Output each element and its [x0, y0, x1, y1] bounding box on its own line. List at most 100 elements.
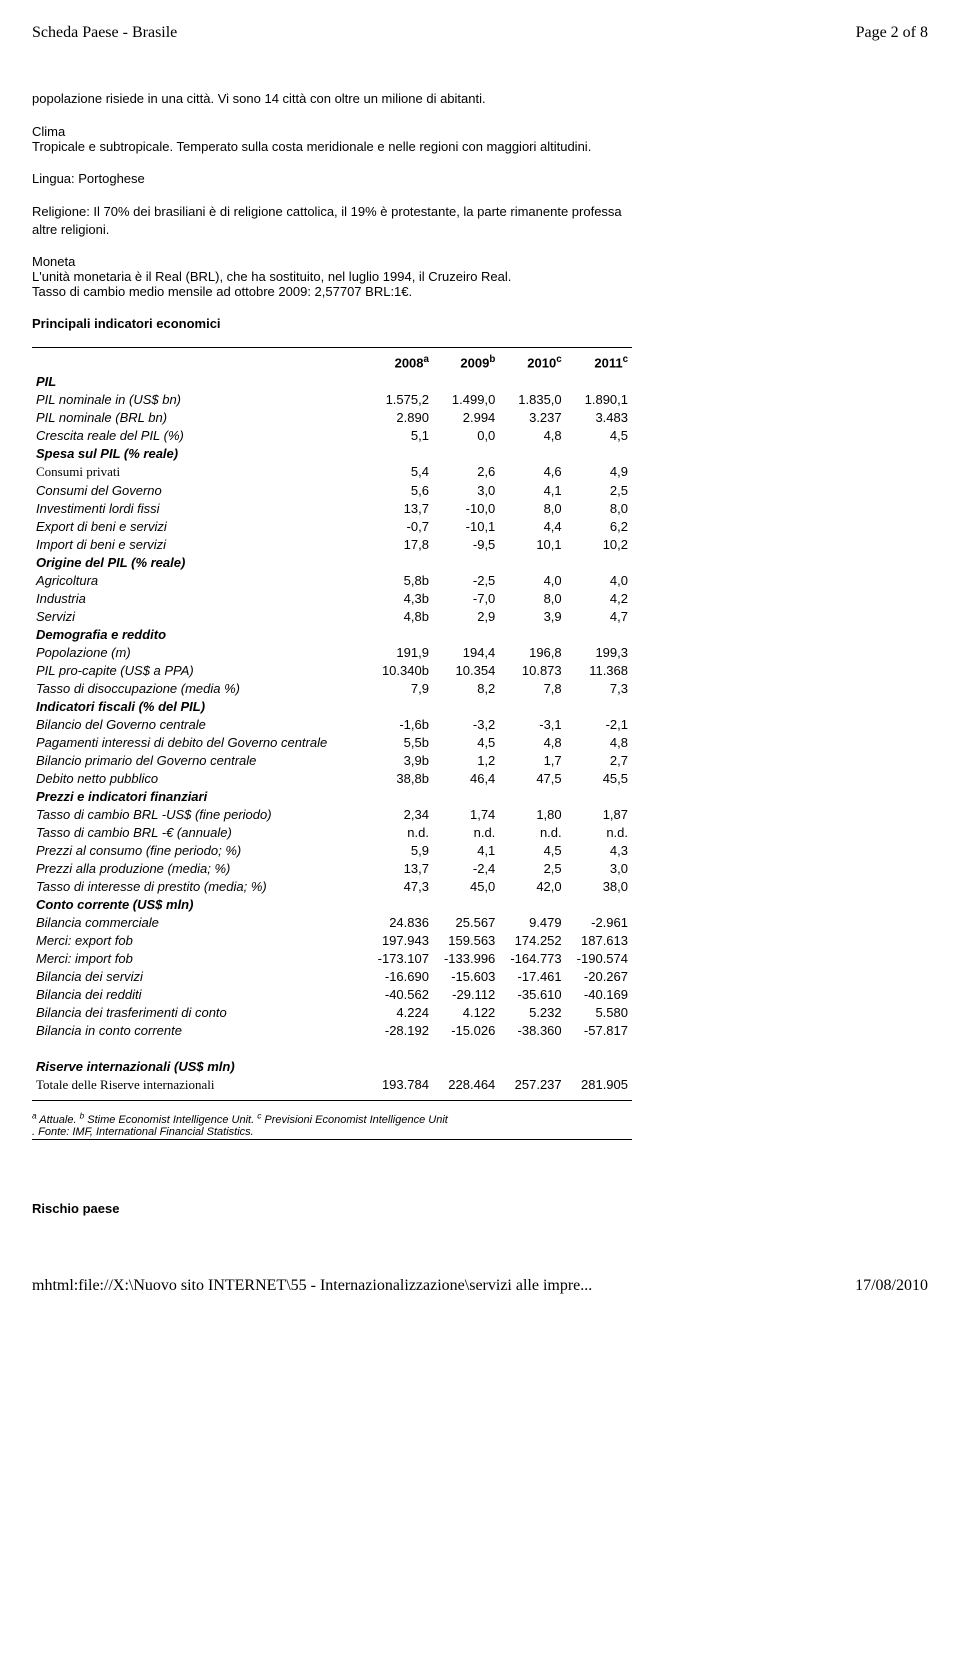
row-value: 4,2 — [566, 589, 632, 607]
table-row: Consumi del Governo5,63,04,12,5 — [32, 481, 632, 499]
table-row: Prezzi alla produzione (media; %)13,7-2,… — [32, 859, 632, 877]
row-value: 17,8 — [367, 535, 433, 553]
row-value: 7,9 — [367, 679, 433, 697]
row-label: Bilancio primario del Governo centrale — [32, 751, 367, 769]
row-value: 2,6 — [433, 462, 499, 481]
table-row: Investimenti lordi fissi13,7-10,08,08,0 — [32, 499, 632, 517]
row-value: 4,7 — [566, 607, 632, 625]
row-value: 5,8b — [367, 571, 433, 589]
row-value: -17.461 — [499, 967, 565, 985]
row-value: 45,0 — [433, 877, 499, 895]
row-value: 10,1 — [499, 535, 565, 553]
col-2009: 2009b — [433, 352, 499, 372]
row-label: Prezzi e indicatori finanziari — [32, 787, 367, 805]
row-value: 4,5 — [566, 426, 632, 444]
row-value: 8,0 — [499, 589, 565, 607]
row-value: 45,5 — [566, 769, 632, 787]
row-label: PIL — [32, 372, 367, 390]
page-footer: mhtml:file://X:\Nuovo sito INTERNET\55 -… — [32, 1277, 928, 1295]
row-value: -190.574 — [566, 949, 632, 967]
table-row: PIL — [32, 372, 632, 390]
row-value: -7,0 — [433, 589, 499, 607]
row-label: Bilancia dei servizi — [32, 967, 367, 985]
row-value: 5,4 — [367, 462, 433, 481]
row-value: 6,2 — [566, 517, 632, 535]
footer-left: mhtml:file://X:\Nuovo sito INTERNET\55 -… — [32, 1277, 592, 1295]
row-value: 8,0 — [499, 499, 565, 517]
row-value: 7,8 — [499, 679, 565, 697]
table-row: Totale delle Riserve internazionali193.7… — [32, 1075, 632, 1094]
table-row: Indicatori fiscali (% del PIL) — [32, 697, 632, 715]
row-value: -35.610 — [499, 985, 565, 1003]
col-2010: 2010c — [499, 352, 565, 372]
table-title: Principali indicatori economici — [32, 315, 632, 333]
row-value: 10.340b — [367, 661, 433, 679]
row-value: 194,4 — [433, 643, 499, 661]
header-left: Scheda Paese - Brasile — [32, 24, 177, 42]
table-row: Tasso di disoccupazione (media %)7,98,27… — [32, 679, 632, 697]
row-value: 3,0 — [433, 481, 499, 499]
row-value: 4,5 — [433, 733, 499, 751]
row-label: Export di beni e servizi — [32, 517, 367, 535]
table-row: Bilancia dei trasferimenti di conto4.224… — [32, 1003, 632, 1021]
row-value: 11.368 — [566, 661, 632, 679]
table-row: PIL pro-capite (US$ a PPA)10.340b10.3541… — [32, 661, 632, 679]
row-value: -2.961 — [566, 913, 632, 931]
lingua: Lingua: Portoghese — [32, 170, 632, 188]
row-value: 3,0 — [566, 859, 632, 877]
row-label: Bilancio del Governo centrale — [32, 715, 367, 733]
row-value: 5,5b — [367, 733, 433, 751]
table-row: Tasso di cambio BRL -€ (annuale)n.d.n.d.… — [32, 823, 632, 841]
row-value: -16.690 — [367, 967, 433, 985]
row-label: Merci: import fob — [32, 949, 367, 967]
row-value: 4,3b — [367, 589, 433, 607]
table-row: Popolazione (m)191,9194,4196,8199,3 — [32, 643, 632, 661]
row-value: -57.817 — [566, 1021, 632, 1039]
row-value: 5,6 — [367, 481, 433, 499]
row-label: Bilancia dei redditi — [32, 985, 367, 1003]
row-value: 3.483 — [566, 408, 632, 426]
row-value: n.d. — [433, 823, 499, 841]
row-label: Import di beni e servizi — [32, 535, 367, 553]
row-label: Prezzi alla produzione (media; %) — [32, 859, 367, 877]
table-row: Bilancia in conto corrente-28.192-15.026… — [32, 1021, 632, 1039]
table-row: Bilancio primario del Governo centrale3,… — [32, 751, 632, 769]
row-label: Bilancia commerciale — [32, 913, 367, 931]
row-value: 1.499,0 — [433, 390, 499, 408]
moneta-block: Moneta L'unità monetaria è il Real (BRL)… — [32, 254, 632, 299]
row-value: -10,0 — [433, 499, 499, 517]
indicators-table: 2008a 2009b 2010c 2011c PILPIL nominale … — [32, 352, 632, 1094]
row-value: 5,9 — [367, 841, 433, 859]
row-value: n.d. — [367, 823, 433, 841]
table-row: PIL nominale in (US$ bn)1.575,21.499,01.… — [32, 390, 632, 408]
row-value: 1.575,2 — [367, 390, 433, 408]
row-value: 5.232 — [499, 1003, 565, 1021]
row-label: Tasso di cambio BRL -€ (annuale) — [32, 823, 367, 841]
row-value: 4,8b — [367, 607, 433, 625]
row-label: Agricoltura — [32, 571, 367, 589]
clima-block: Clima Tropicale e subtropicale. Temperat… — [32, 124, 632, 154]
row-value: 4,1 — [433, 841, 499, 859]
row-value: 13,7 — [367, 859, 433, 877]
row-value: -9,5 — [433, 535, 499, 553]
moneta-t1: L'unità monetaria è il Real (BRL), che h… — [32, 269, 632, 284]
intro-p1: popolazione risiede in una città. Vi son… — [32, 90, 632, 108]
row-value: 159.563 — [433, 931, 499, 949]
row-value: 10,2 — [566, 535, 632, 553]
table-row: Export di beni e servizi-0,7-10,14,46,2 — [32, 517, 632, 535]
row-value: -28.192 — [367, 1021, 433, 1039]
row-value: 2,34 — [367, 805, 433, 823]
row-value: 2,5 — [499, 859, 565, 877]
row-label: Consumi privati — [32, 462, 367, 481]
row-value: 4,8 — [499, 733, 565, 751]
row-value: 3.237 — [499, 408, 565, 426]
table-row: Consumi privati5,42,64,64,9 — [32, 462, 632, 481]
row-value: 4,3 — [566, 841, 632, 859]
row-value: 2,7 — [566, 751, 632, 769]
table-footnotes: a Attuale. b Stime Economist Intelligenc… — [32, 1111, 632, 1138]
row-value: 187.613 — [566, 931, 632, 949]
row-label: Popolazione (m) — [32, 643, 367, 661]
row-value: 2.890 — [367, 408, 433, 426]
row-value: -3,1 — [499, 715, 565, 733]
table-row: Bilancio del Governo centrale-1,6b-3,2-3… — [32, 715, 632, 733]
